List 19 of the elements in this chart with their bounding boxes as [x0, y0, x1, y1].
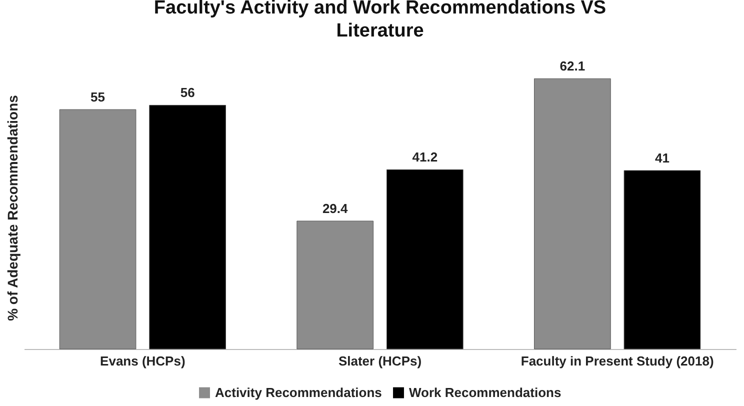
- bar: [59, 109, 136, 350]
- data-label: 29.4: [322, 200, 349, 216]
- bar: [386, 169, 464, 350]
- data-label: 41: [655, 150, 670, 166]
- x-tick-label: Evans (HCPs): [100, 354, 186, 368]
- data-label: 56: [180, 85, 195, 100]
- chart-title: Faculty's Activity and Work Recommendations VS Literature: [154, 0, 606, 42]
- bar: [149, 104, 226, 350]
- legend-label: Work Recommendations: [409, 384, 562, 400]
- legend-label: Activity Recommendations: [215, 384, 382, 400]
- data-label: 41.2: [412, 150, 438, 165]
- y-axis-title: % of Adequate Recommendations: [4, 94, 20, 321]
- bar: [296, 220, 374, 350]
- bar: [534, 78, 611, 350]
- data-label: 62.1: [560, 58, 586, 74]
- x-tick-label: Faculty in Present Study (2018): [520, 354, 714, 368]
- data-label: 55: [90, 90, 105, 105]
- x-tick-label: Slater (HCPs): [338, 354, 422, 368]
- bar: [624, 170, 701, 350]
